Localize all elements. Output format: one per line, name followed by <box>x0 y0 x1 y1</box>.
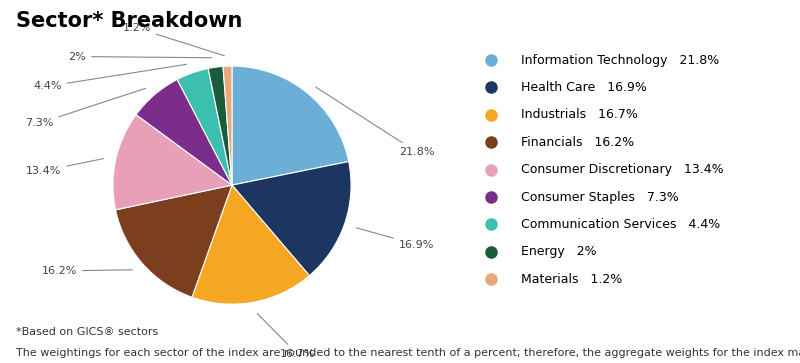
Text: 16.7%: 16.7% <box>258 314 315 359</box>
Wedge shape <box>232 66 349 185</box>
Text: The weightings for each sector of the index are rounded to the nearest tenth of : The weightings for each sector of the in… <box>16 348 800 359</box>
Text: Financials   16.2%: Financials 16.2% <box>521 136 634 149</box>
Text: Energy   2%: Energy 2% <box>521 245 597 258</box>
Wedge shape <box>115 185 232 297</box>
Text: Consumer Staples   7.3%: Consumer Staples 7.3% <box>521 191 679 204</box>
Text: Communication Services   4.4%: Communication Services 4.4% <box>521 218 720 231</box>
Wedge shape <box>232 162 351 276</box>
Text: Consumer Discretionary   13.4%: Consumer Discretionary 13.4% <box>521 163 724 176</box>
Text: Industrials   16.7%: Industrials 16.7% <box>521 109 638 121</box>
Text: 16.2%: 16.2% <box>42 266 133 276</box>
Text: Information Technology   21.8%: Information Technology 21.8% <box>521 54 719 67</box>
Text: Health Care   16.9%: Health Care 16.9% <box>521 81 647 94</box>
Wedge shape <box>192 185 310 304</box>
Wedge shape <box>136 79 232 185</box>
Text: Sector* Breakdown: Sector* Breakdown <box>16 11 242 31</box>
Wedge shape <box>113 115 232 210</box>
Text: 2%: 2% <box>68 52 211 62</box>
Text: 13.4%: 13.4% <box>26 159 103 176</box>
Text: Materials   1.2%: Materials 1.2% <box>521 273 622 286</box>
Wedge shape <box>223 66 232 185</box>
Wedge shape <box>208 66 232 185</box>
Text: 4.4%: 4.4% <box>34 64 186 91</box>
Text: *Based on GICS® sectors: *Based on GICS® sectors <box>16 327 158 337</box>
Text: 16.9%: 16.9% <box>356 228 434 250</box>
Text: 21.8%: 21.8% <box>316 87 434 157</box>
Wedge shape <box>178 69 232 185</box>
Text: 7.3%: 7.3% <box>25 88 146 128</box>
Text: 1.2%: 1.2% <box>122 23 225 56</box>
